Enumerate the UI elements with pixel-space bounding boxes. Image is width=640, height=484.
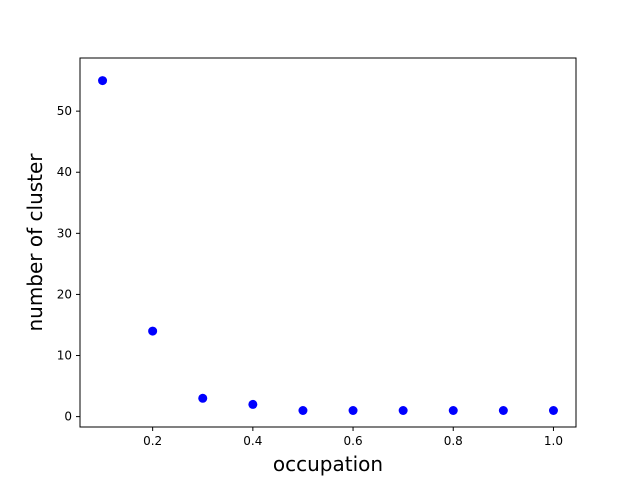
x-axis-label: occupation	[273, 452, 383, 476]
data-point	[248, 399, 258, 409]
data-point	[548, 406, 558, 416]
data-point	[98, 76, 108, 86]
y-tick-label: 40	[57, 165, 72, 179]
data-point	[348, 406, 358, 416]
x-tick-label: 1.0	[544, 434, 563, 448]
y-tick-label: 20	[57, 287, 72, 301]
y-axis-ticks: 0 10 20 30 40 50	[57, 104, 80, 424]
data-point	[198, 393, 208, 403]
data-point	[148, 326, 158, 336]
x-tick-label: 0.6	[344, 434, 363, 448]
data-point	[448, 406, 458, 416]
data-points	[98, 76, 558, 416]
y-tick-label: 50	[57, 104, 72, 118]
y-axis-label: number of cluster	[23, 153, 47, 332]
data-point	[398, 406, 408, 416]
data-point	[298, 406, 308, 416]
x-axis-ticks: 0.2 0.4 0.6 0.8 1.0	[143, 427, 563, 448]
x-tick-label: 0.8	[444, 434, 463, 448]
plot-area-frame	[79, 57, 577, 428]
y-tick-label: 30	[57, 226, 72, 240]
x-tick-label: 0.4	[243, 434, 262, 448]
data-point	[498, 406, 508, 416]
x-tick-label: 0.2	[143, 434, 162, 448]
y-tick-label: 10	[57, 349, 72, 363]
y-tick-label: 0	[64, 410, 72, 424]
